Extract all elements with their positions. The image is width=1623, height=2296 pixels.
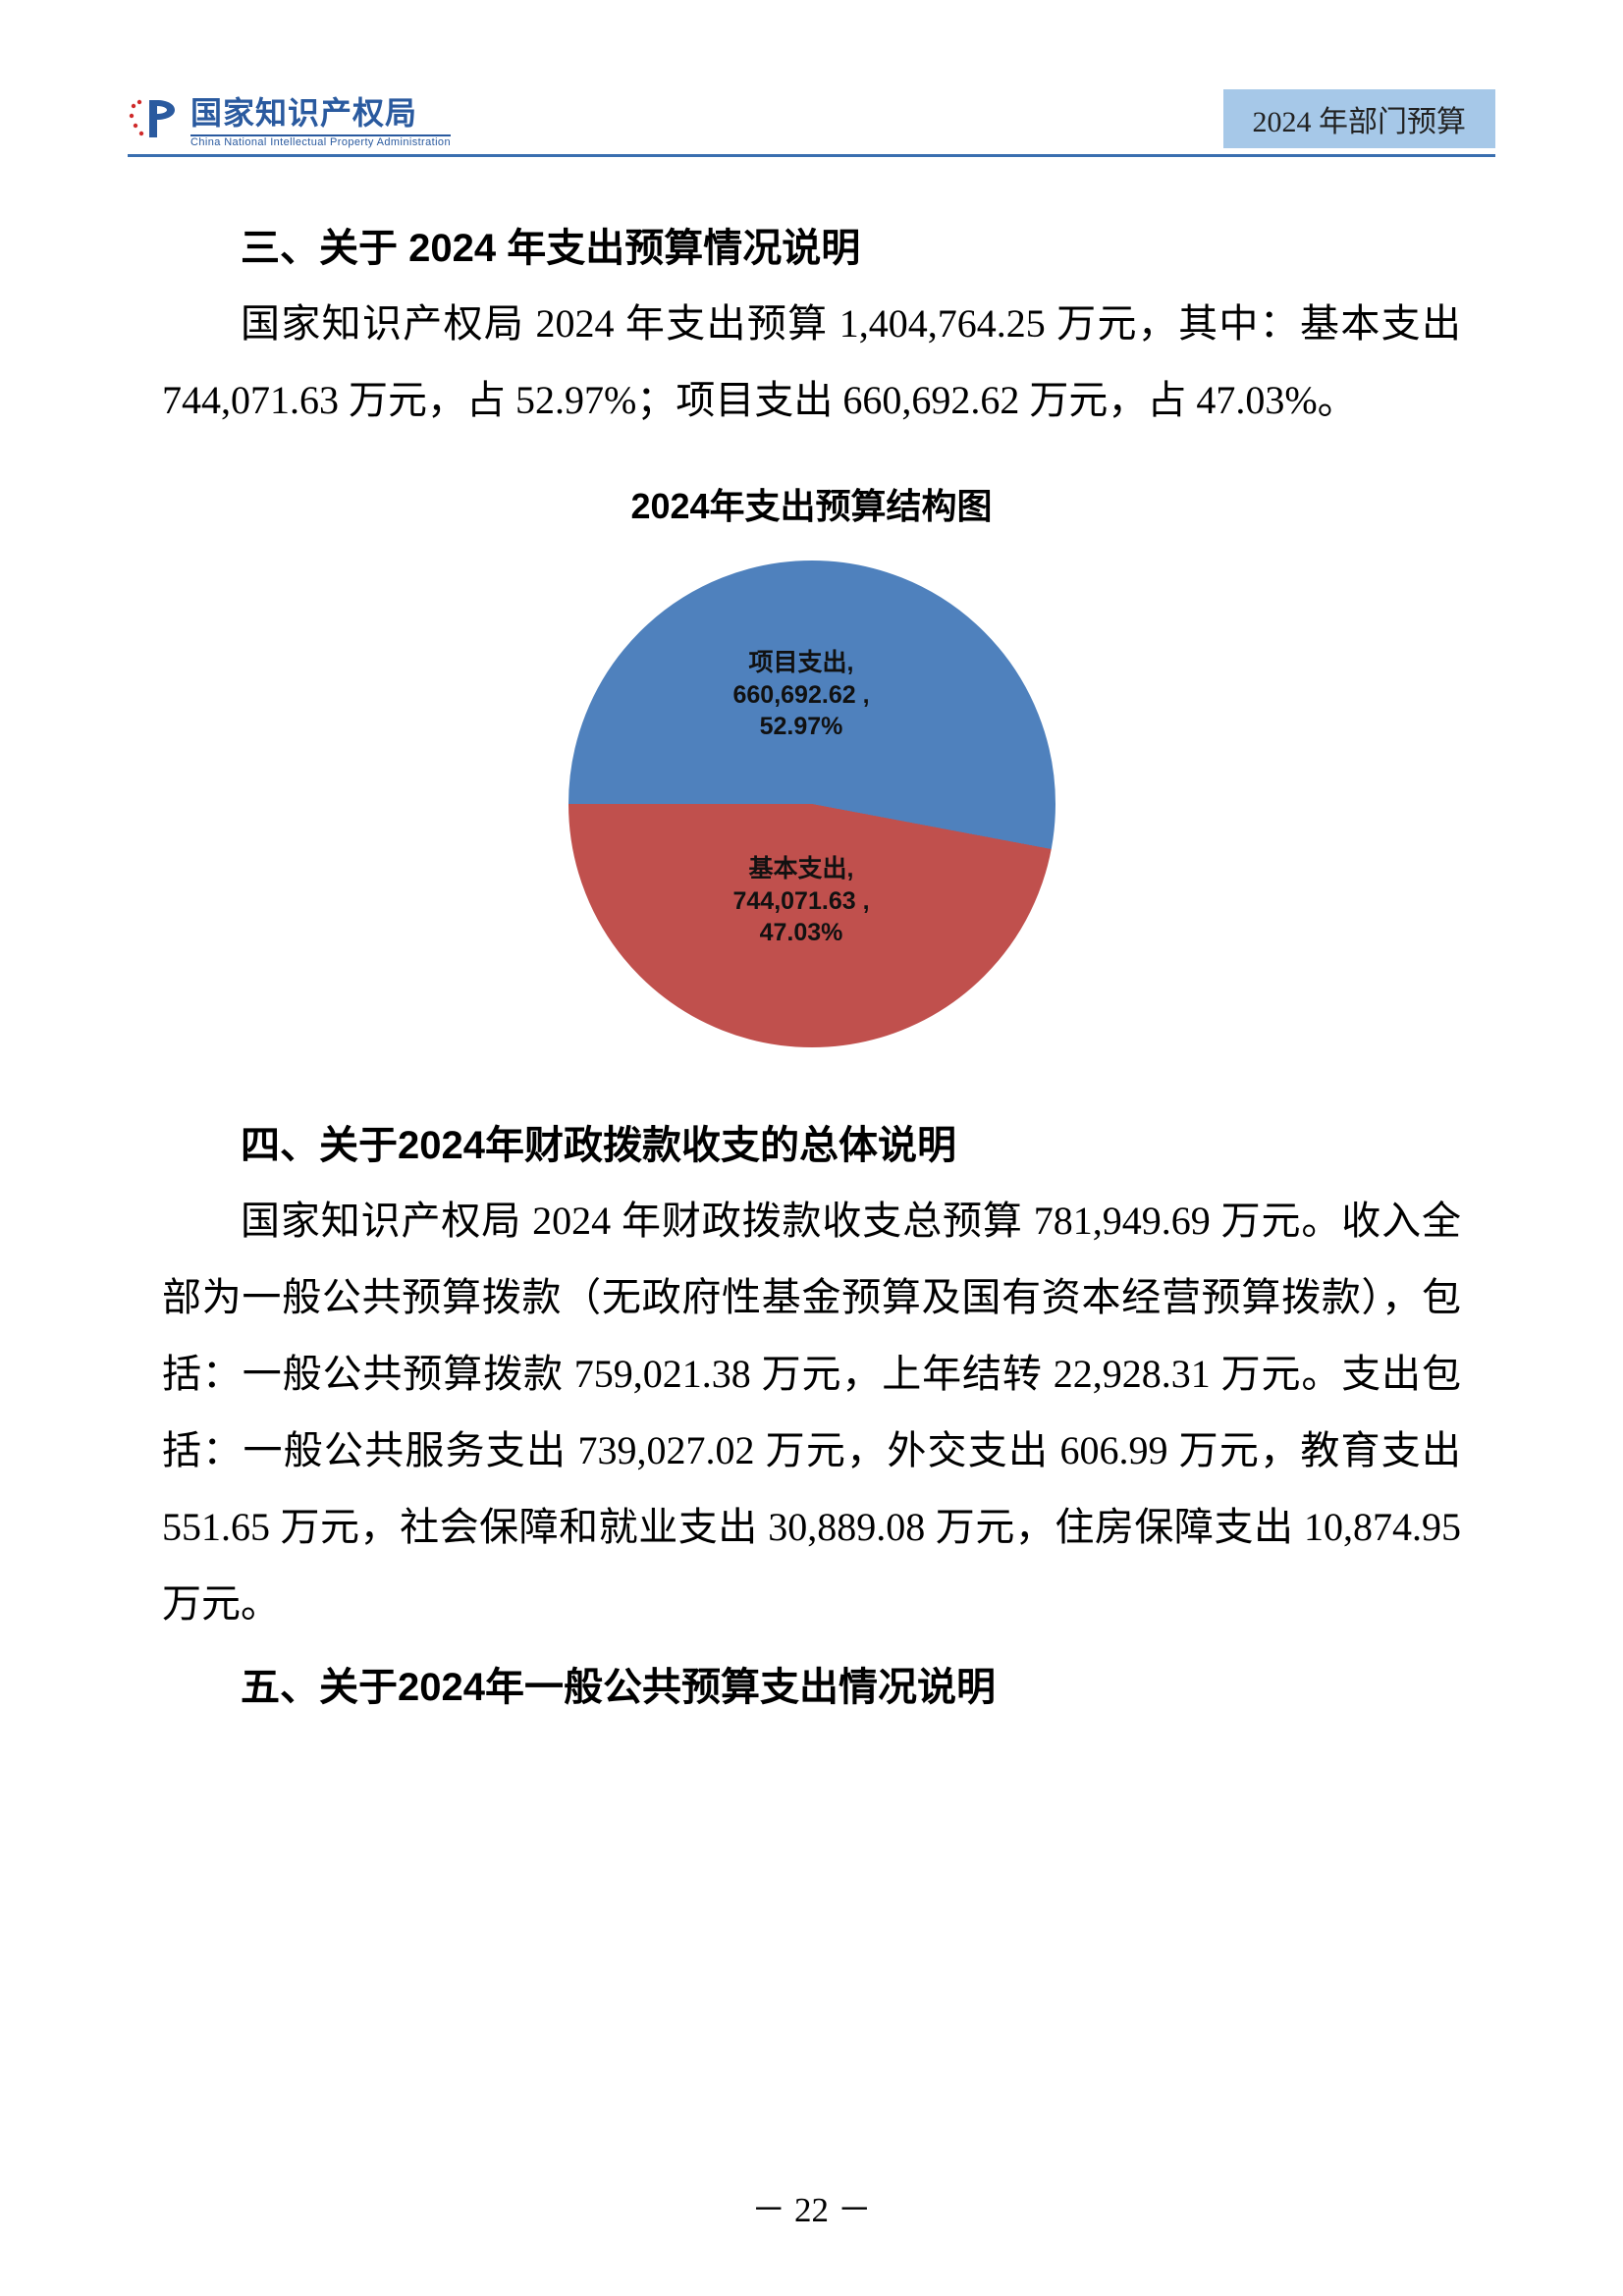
section-4-heading: 四、关于2024年财政拨款收支的总体说明 (162, 1108, 1461, 1183)
pie-chart-title: 2024年支出预算结构图 (162, 478, 1461, 529)
page-header: 国家知识产权局 China National Intellectual Prop… (128, 88, 1495, 157)
org-name-en: China National Intellectual Property Adm… (190, 136, 451, 148)
org-name-cn: 国家知识产权局 (190, 88, 451, 133)
pie-chart: 项目支出,660,692.62 ,52.97% 基本支出,744,071.63 … (162, 559, 1461, 1049)
pie-label-bottom: 基本支出,744,071.63 ,47.03% (733, 853, 870, 949)
section-5-heading: 五、关于2024年一般公共预算支出情况说明 (162, 1650, 1461, 1725)
section-3-paragraph: 国家知识产权局 2024 年支出预算 1,404,764.25 万元，其中：基本… (162, 286, 1461, 439)
logo-mark-icon (128, 96, 181, 141)
org-logo: 国家知识产权局 China National Intellectual Prop… (128, 88, 451, 148)
page-content: 三、关于 2024 年支出预算情况说明 国家知识产权局 2024 年支出预算 1… (128, 211, 1495, 1725)
pie-graphic (567, 559, 1057, 1049)
header-badge: 2024 年部门预算 (1223, 89, 1496, 148)
section-3-heading: 三、关于 2024 年支出预算情况说明 (162, 211, 1461, 286)
section-4-paragraph: 国家知识产权局 2024 年财政拨款收支总预算 781,949.69 万元。收入… (162, 1183, 1461, 1642)
page-number: － 22 － (0, 2182, 1623, 2232)
pie-label-top: 项目支出,660,692.62 ,52.97% (733, 647, 870, 743)
